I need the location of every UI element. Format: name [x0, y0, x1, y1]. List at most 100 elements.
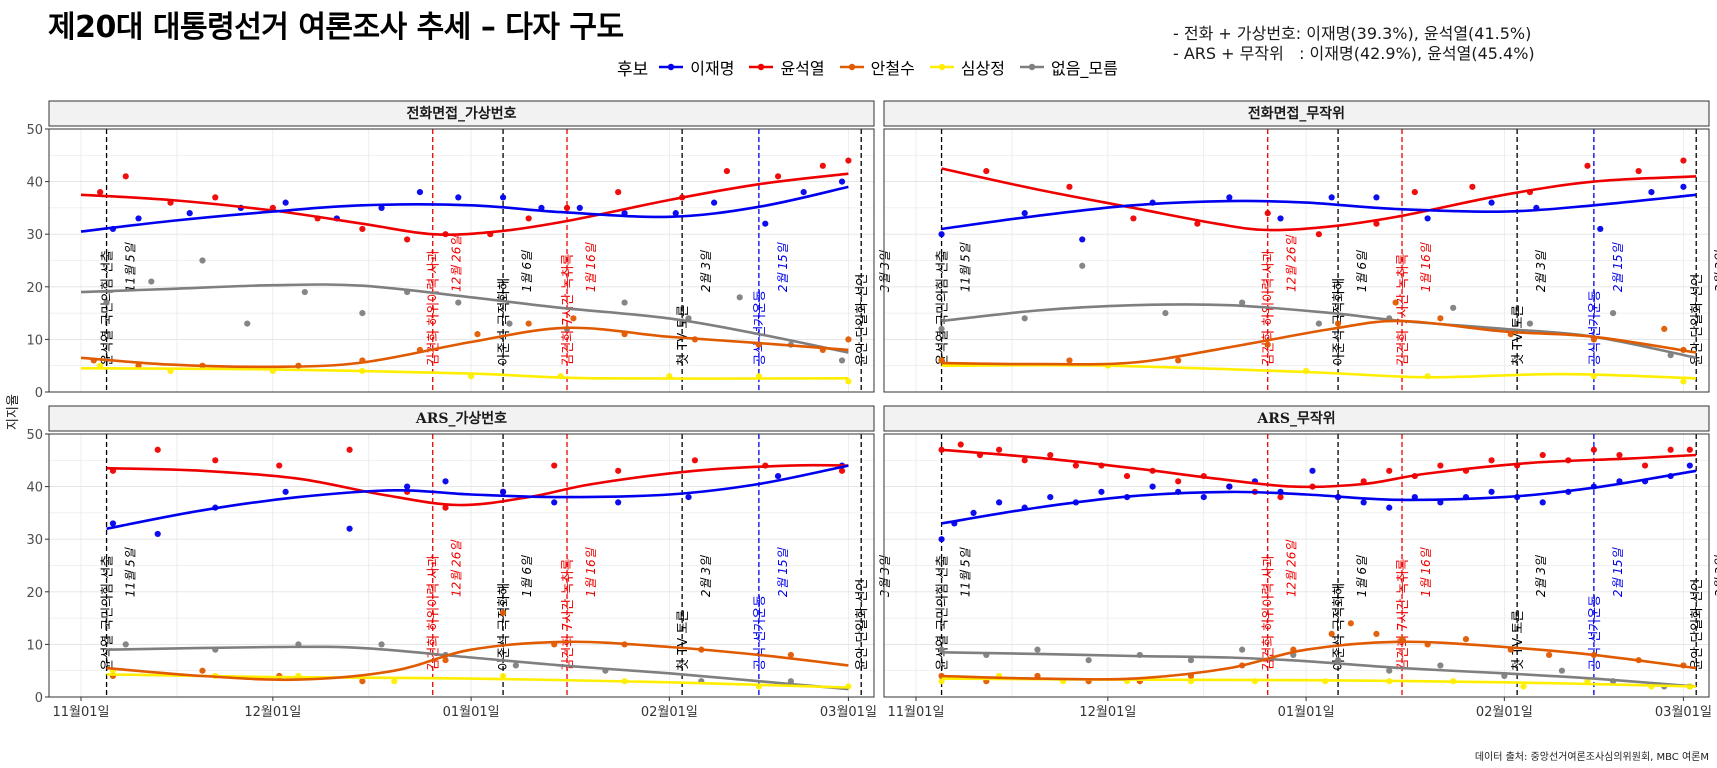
point-윤석열: [551, 462, 558, 469]
event-date-1: 12월 26일: [1285, 235, 1299, 292]
trend-line-윤석열: [941, 448, 1697, 489]
point-안철수: [787, 651, 794, 659]
panel-frame: [883, 128, 1710, 393]
point-윤석열: [1277, 494, 1284, 501]
point-윤석열: [723, 167, 731, 175]
point-윤석열: [1130, 215, 1137, 222]
point-이재명: [404, 483, 411, 490]
x-tick-label: 12월01일: [244, 705, 301, 720]
event-date-3: 1월 16일: [584, 242, 598, 292]
event-label-5: 공식 선거운동: [753, 595, 768, 671]
legend-item-2: 안철수: [839, 55, 915, 79]
event-date-2: 1월 6일: [1355, 250, 1369, 292]
event-date-0: 11월 5일: [124, 547, 138, 597]
trend-line-안철수: [941, 640, 1697, 681]
point-윤석열: [212, 194, 219, 201]
trend-line-이재명: [106, 464, 849, 530]
event-date-4: 2월 3일: [699, 250, 713, 292]
point-심상정: [845, 378, 852, 385]
event-date-0: 11월 5일: [959, 242, 973, 292]
legend-key-4: [1019, 63, 1044, 71]
point-윤석열: [1590, 446, 1597, 453]
point-이재명: [186, 210, 193, 217]
point-안철수: [499, 609, 507, 616]
point-윤석열: [1469, 183, 1476, 190]
event-label-1: 김건희 허위이력 사과: [427, 250, 442, 366]
event-label-6: 윤안 단일화 선언: [855, 579, 870, 671]
point-없음_모름: [148, 278, 155, 285]
legend-key-2: [839, 63, 864, 71]
event-label-0: 윤석열 국민의힘 선출: [936, 250, 951, 366]
point-이재명: [551, 499, 558, 506]
point-윤석열: [1021, 457, 1028, 464]
point-안철수: [1264, 341, 1271, 348]
point-윤석열: [819, 162, 826, 169]
event-date-2: 1월 6일: [520, 555, 534, 597]
point-이재명: [938, 536, 945, 543]
point-윤석열: [615, 189, 622, 196]
trend-line-안철수: [106, 640, 849, 682]
y-tick-label: 10: [26, 638, 43, 653]
result-note-line-ars: - ARS + 무작위 : 이재명(42.9%), 윤석열(45.4%): [1173, 44, 1535, 63]
point-없음_모름: [1239, 646, 1246, 653]
point-이재명: [1149, 483, 1156, 490]
point-윤석열: [525, 215, 532, 222]
legend-item-4: 없음_모름: [1019, 55, 1118, 79]
y-tick-label: 50: [26, 123, 43, 138]
point-이재명: [455, 194, 462, 201]
point-안철수: [359, 678, 366, 685]
point-윤석열: [212, 457, 219, 464]
event-label-3: 김건희 7시간 녹취록: [1396, 253, 1411, 365]
point-윤석열: [1175, 478, 1182, 485]
event-date-5: 2월 15일: [1611, 547, 1625, 597]
event-date-5: 2월 15일: [1611, 242, 1625, 292]
point-심상정: [499, 672, 507, 680]
point-윤석열: [845, 157, 852, 164]
legend-item-0: 이재명: [658, 55, 734, 79]
point-이재명: [711, 199, 718, 206]
event-label-4: 첫 TV 토론: [1511, 610, 1526, 671]
point-없음_모름: [736, 294, 743, 301]
legend-label-1: 윤석열: [780, 59, 825, 78]
panel-strip: [48, 100, 875, 127]
point-이재명: [282, 199, 289, 206]
event-label-5: 공식 선거운동: [1588, 290, 1603, 366]
point-안철수: [1066, 357, 1073, 364]
point-윤석열: [1047, 451, 1054, 459]
x-tick-label: 02월01일: [1476, 705, 1533, 720]
event-label-0: 윤석열 국민의힘 선출: [101, 555, 116, 671]
event-date-3: 1월 16일: [1419, 547, 1433, 597]
point-안철수: [1437, 315, 1444, 322]
point-없음_모름: [1437, 662, 1444, 669]
trend-line-심상정: [941, 363, 1697, 380]
y-tick-label: 50: [26, 428, 43, 443]
point-윤석열: [359, 225, 366, 233]
panel-frame: [48, 433, 875, 698]
event-date-6: 3월 3일: [878, 250, 892, 292]
point-이재명: [1488, 488, 1495, 495]
legend-item-3: 심상정: [929, 55, 1005, 79]
event-date-3: 1월 16일: [584, 547, 598, 597]
point-없음_모름: [1315, 320, 1322, 327]
event-label-5: 공식 선거운동: [753, 290, 768, 366]
point-없음_모름: [103, 299, 110, 306]
y-tick-label: 20: [26, 281, 43, 296]
point-이재명: [1424, 215, 1431, 222]
point-윤석열: [1539, 451, 1546, 459]
legend-key-1: [749, 63, 774, 71]
point-이재명: [135, 215, 142, 222]
point-이재명: [672, 210, 679, 217]
point-없음_모름: [838, 357, 846, 364]
point-윤석열: [615, 467, 622, 474]
point-윤석열: [1123, 472, 1131, 480]
point-윤석열: [154, 446, 161, 453]
event-label-4: 첫 TV 토론: [676, 610, 691, 671]
event-label-0: 윤석열 국민의힘 선출: [936, 555, 951, 671]
legend-item-1: 윤석열: [748, 55, 825, 79]
point-없음_모름: [1558, 667, 1566, 674]
point-윤석열: [1386, 467, 1393, 474]
point-이재명: [685, 494, 692, 501]
point-윤석열: [996, 446, 1003, 453]
y-tick-label: 10: [26, 333, 43, 348]
point-윤석열: [97, 189, 104, 196]
